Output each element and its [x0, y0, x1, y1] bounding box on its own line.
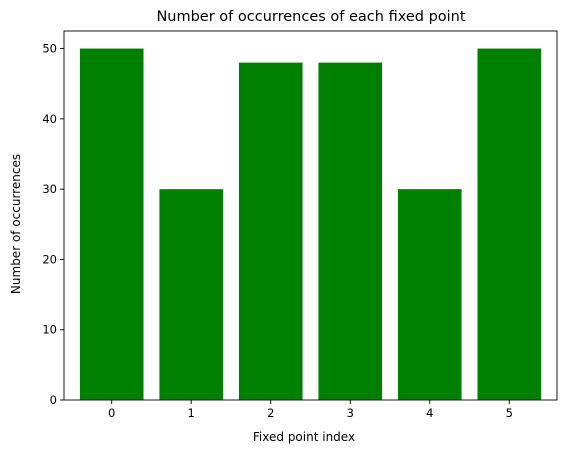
- chart-title: Number of occurrences of each fixed poin…: [156, 9, 465, 25]
- bar-3: [318, 62, 383, 400]
- y-tick-label-50: 50: [42, 42, 57, 56]
- y-tick-label-30: 30: [42, 182, 57, 196]
- bar-0: [79, 48, 144, 400]
- x-tick-label-2: 2: [267, 406, 274, 420]
- x-tick-label-0: 0: [108, 406, 115, 420]
- bar-2: [238, 62, 303, 400]
- x-tick-label-5: 5: [506, 406, 513, 420]
- bar-5: [477, 48, 542, 400]
- bar-1: [159, 189, 224, 400]
- y-tick-label-20: 20: [42, 252, 57, 266]
- y-tick-label-10: 10: [42, 323, 57, 337]
- y-axis-label: Number of occurrences: [9, 154, 23, 294]
- x-axis-label: Fixed point index: [253, 430, 355, 444]
- x-tick-label-4: 4: [426, 406, 433, 420]
- y-tick-label-40: 40: [42, 112, 57, 126]
- y-tick-label-0: 0: [50, 393, 57, 407]
- x-tick-label-3: 3: [347, 406, 354, 420]
- bar-4: [397, 189, 462, 400]
- x-tick-label-1: 1: [188, 406, 195, 420]
- plot-frame: [63, 30, 558, 401]
